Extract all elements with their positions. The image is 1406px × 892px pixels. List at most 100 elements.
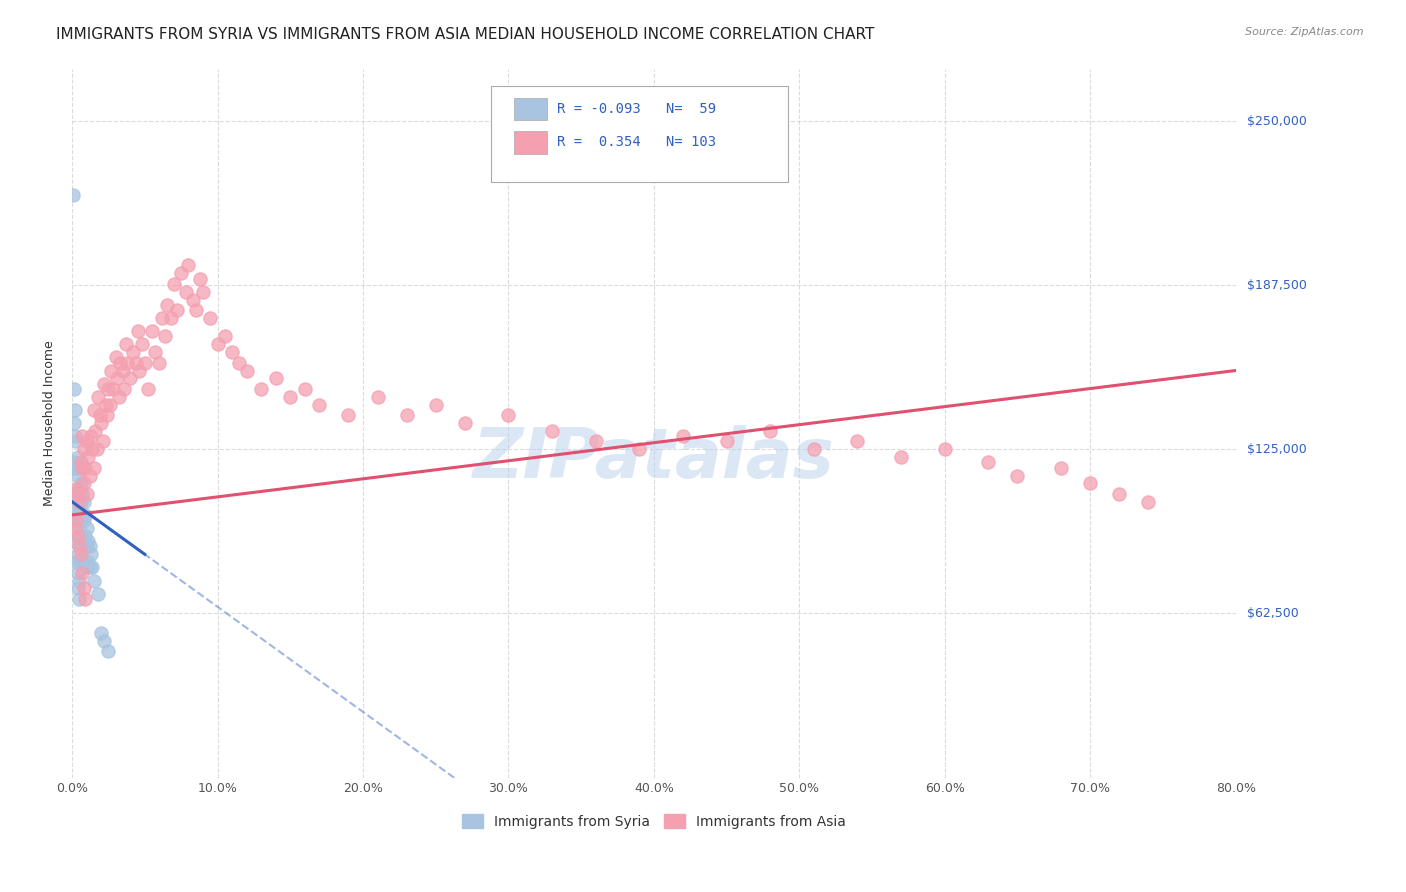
Text: R = -0.093   N=  59: R = -0.093 N= 59 bbox=[557, 102, 717, 116]
Point bbox=[156, 298, 179, 312]
Point bbox=[67, 502, 90, 516]
Point bbox=[82, 442, 104, 457]
Point bbox=[120, 371, 142, 385]
Point bbox=[143, 345, 166, 359]
Point bbox=[67, 555, 90, 569]
Point bbox=[79, 540, 101, 554]
Point bbox=[76, 560, 98, 574]
Point bbox=[148, 356, 170, 370]
Point bbox=[66, 566, 89, 580]
Point bbox=[73, 534, 96, 549]
Point bbox=[66, 468, 89, 483]
Point bbox=[66, 529, 89, 543]
FancyBboxPatch shape bbox=[491, 87, 787, 182]
Point bbox=[250, 382, 273, 396]
Point bbox=[716, 434, 738, 449]
Point bbox=[62, 187, 84, 202]
FancyBboxPatch shape bbox=[515, 131, 547, 153]
Point bbox=[235, 363, 257, 377]
Point bbox=[75, 508, 97, 522]
Point bbox=[141, 324, 163, 338]
Point bbox=[107, 390, 129, 404]
Point bbox=[72, 529, 94, 543]
Point bbox=[63, 521, 86, 535]
Point bbox=[65, 513, 87, 527]
Point bbox=[221, 345, 243, 359]
Point bbox=[79, 468, 101, 483]
Point bbox=[367, 390, 389, 404]
Point bbox=[73, 513, 96, 527]
Point bbox=[67, 574, 90, 588]
Point bbox=[69, 476, 91, 491]
Point bbox=[87, 390, 110, 404]
Point bbox=[150, 310, 173, 325]
Point bbox=[214, 329, 236, 343]
Point bbox=[184, 303, 207, 318]
Point bbox=[66, 508, 89, 522]
Point bbox=[67, 482, 90, 496]
Point bbox=[66, 487, 89, 501]
Point bbox=[62, 455, 84, 469]
Point bbox=[76, 434, 98, 449]
Point bbox=[628, 442, 651, 457]
Point bbox=[72, 487, 94, 501]
Point bbox=[65, 513, 87, 527]
Point bbox=[65, 534, 87, 549]
Point bbox=[96, 408, 118, 422]
Point bbox=[84, 424, 107, 438]
Point bbox=[97, 644, 120, 658]
Point bbox=[191, 285, 214, 299]
Point bbox=[77, 555, 100, 569]
Point bbox=[174, 285, 197, 299]
Point bbox=[67, 521, 90, 535]
Point bbox=[759, 424, 782, 438]
Point bbox=[62, 495, 84, 509]
Point bbox=[294, 382, 316, 396]
Text: IMMIGRANTS FROM SYRIA VS IMMIGRANTS FROM ASIA MEDIAN HOUSEHOLD INCOME CORRELATIO: IMMIGRANTS FROM SYRIA VS IMMIGRANTS FROM… bbox=[56, 27, 875, 42]
Point bbox=[87, 587, 110, 601]
Legend: Immigrants from Syria, Immigrants from Asia: Immigrants from Syria, Immigrants from A… bbox=[457, 808, 851, 834]
Point bbox=[122, 345, 145, 359]
Point bbox=[163, 277, 186, 291]
Point bbox=[76, 487, 98, 501]
Point bbox=[69, 455, 91, 469]
Point bbox=[585, 434, 607, 449]
Point bbox=[207, 337, 229, 351]
Point bbox=[131, 337, 153, 351]
Point bbox=[94, 398, 117, 412]
Point bbox=[104, 351, 127, 365]
Point bbox=[63, 460, 86, 475]
Point bbox=[170, 266, 193, 280]
Point bbox=[77, 450, 100, 465]
Point bbox=[90, 626, 112, 640]
Point bbox=[86, 442, 108, 457]
Point bbox=[80, 429, 103, 443]
Point bbox=[83, 460, 105, 475]
Point bbox=[846, 434, 869, 449]
Point bbox=[114, 382, 136, 396]
Point bbox=[83, 574, 105, 588]
Point bbox=[97, 382, 120, 396]
Point bbox=[62, 382, 84, 396]
Point bbox=[63, 429, 86, 443]
Point bbox=[69, 534, 91, 549]
Point bbox=[228, 356, 250, 370]
Text: $62,500: $62,500 bbox=[1247, 607, 1299, 620]
Point bbox=[63, 403, 86, 417]
Point bbox=[69, 552, 91, 566]
Point bbox=[65, 555, 87, 569]
Text: R =  0.354   N= 103: R = 0.354 N= 103 bbox=[557, 136, 717, 149]
Point bbox=[80, 547, 103, 561]
Point bbox=[89, 408, 111, 422]
Point bbox=[66, 529, 89, 543]
Point bbox=[72, 508, 94, 522]
Point bbox=[454, 416, 477, 430]
Point bbox=[128, 363, 150, 377]
Point bbox=[100, 363, 122, 377]
Point bbox=[1108, 487, 1130, 501]
Point bbox=[69, 495, 91, 509]
Point bbox=[75, 529, 97, 543]
Point bbox=[66, 450, 89, 465]
Point bbox=[308, 398, 330, 412]
Point bbox=[67, 495, 90, 509]
